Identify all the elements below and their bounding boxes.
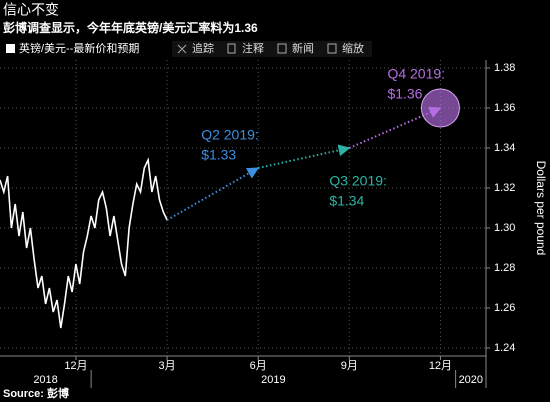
toolbar-button[interactable]: 追踪 [192, 41, 214, 55]
toolbar-button[interactable]: 新闻 [292, 41, 314, 55]
highlight-circle [420, 88, 460, 128]
y-tick-label: 1.26 [494, 302, 515, 314]
chart-subtitle: 彭博调查显示，今年年底英镑/美元汇率料为1.36 [3, 20, 258, 35]
point-label: Q3 2019: [329, 173, 387, 189]
legend-label: 英镑/美元--最新价和预期 [19, 41, 139, 55]
toolbar [172, 41, 372, 57]
toolbar-icons [177, 43, 337, 54]
value-label: $1.34 [329, 193, 364, 209]
year-label: 2018 [33, 374, 57, 386]
y-tick-label: 1.38 [494, 62, 515, 74]
chart-title: 信心不变 [3, 2, 59, 18]
y-tick-label: 1.34 [494, 142, 515, 154]
year-label: 2019 [261, 374, 285, 386]
y-tick-label: 1.24 [494, 342, 515, 354]
forecast-segment [166, 167, 260, 221]
x-tick-label: 3月 [159, 360, 176, 372]
value-label: $1.36 [387, 86, 422, 102]
x-tick-label: 9月 [341, 360, 358, 372]
toolbar-button[interactable]: 注释 [242, 41, 264, 55]
y-tick-label: 1.32 [494, 182, 515, 194]
y-tick-label: 1.28 [494, 262, 515, 274]
y-tick-label: 1.36 [494, 102, 515, 114]
x-tick-label: 12月 [429, 360, 452, 372]
x-tick-label: 6月 [250, 360, 267, 372]
forecast-segment [348, 106, 442, 149]
value-label: $1.33 [201, 147, 236, 163]
source: Source: 彭博 [3, 386, 69, 400]
point-label: Q2 2019: [201, 127, 259, 143]
point-label: Q4 2019: [387, 66, 445, 82]
x-tick-label: 12月 [64, 360, 87, 372]
price-line [0, 157, 168, 329]
legend-swatch [6, 44, 15, 53]
y-axis-label: Dollars per pound [534, 161, 548, 256]
year-label: 2020 [459, 374, 483, 386]
y-tick-label: 1.30 [494, 222, 515, 234]
toolbar-button[interactable]: 缩放 [342, 41, 364, 55]
